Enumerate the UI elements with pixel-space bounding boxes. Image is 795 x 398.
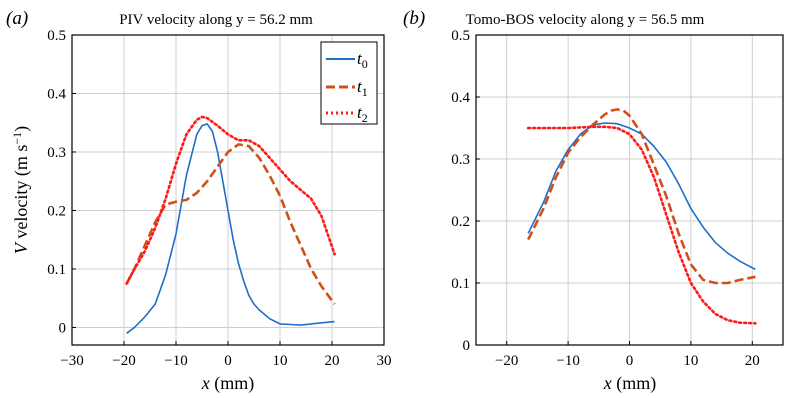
x-tick-label: −30 bbox=[60, 353, 83, 369]
panel-a-title: PIV velocity along y = 56.2 mm bbox=[119, 12, 313, 28]
x-tick-label: −20 bbox=[495, 353, 518, 369]
y-tick-label: 0.2 bbox=[47, 203, 66, 219]
x-tick-label: 0 bbox=[626, 353, 634, 369]
series-line-t0 bbox=[126, 123, 335, 334]
x-tick-label: 10 bbox=[683, 353, 698, 369]
series-line-t2 bbox=[125, 115, 336, 285]
y-tick-label: 0.1 bbox=[47, 262, 66, 278]
panel-a-ticks: −30 −20 −10 0 10 20 30 0 0.1 0.2 0.3 0.4 0.5 bbox=[47, 28, 391, 369]
y-tick-label: 0.3 bbox=[451, 152, 470, 168]
panel-b-series bbox=[526, 108, 757, 325]
panel-b-xlabel: x (mm) bbox=[603, 373, 657, 394]
series-line-t0 bbox=[527, 122, 756, 271]
series-line-t2 bbox=[526, 125, 757, 325]
legend-label-t2: t2 bbox=[357, 103, 368, 125]
y-tick-label: 0.4 bbox=[451, 90, 470, 106]
x-tick-label: 20 bbox=[745, 353, 760, 369]
y-tick-label: 0 bbox=[463, 338, 471, 354]
legend-label-t0: t0 bbox=[357, 49, 368, 71]
panel-b-label: (b) bbox=[403, 8, 425, 29]
x-tick-label: 10 bbox=[273, 353, 288, 369]
legend-box bbox=[320, 41, 378, 125]
panel-a: (a) PIV velocity along y = 56.2 mm −30 −2… bbox=[6, 8, 392, 394]
x-tick-label: 0 bbox=[224, 353, 232, 369]
panel-a-xlabel: x (mm) bbox=[201, 373, 255, 394]
series-line-t1 bbox=[125, 143, 336, 305]
y-tick-label: 0.2 bbox=[451, 214, 470, 230]
panel-b-grid bbox=[476, 34, 783, 346]
panel-b-title: Tomo-BOS velocity along y = 56.5 mm bbox=[466, 12, 705, 28]
x-tick-label: −10 bbox=[164, 353, 187, 369]
x-tick-label: 20 bbox=[325, 353, 340, 369]
y-tick-label: 0 bbox=[59, 320, 67, 336]
y-tick-label: 0.5 bbox=[47, 28, 66, 44]
x-tick-label: 30 bbox=[377, 353, 392, 369]
y-tick-label: 0.1 bbox=[451, 276, 470, 292]
legend: t0 t1 t2 bbox=[320, 41, 378, 125]
y-tick-label: 0.3 bbox=[47, 145, 66, 161]
x-tick-label: −20 bbox=[112, 353, 135, 369]
y-tick-label: 0.4 bbox=[47, 86, 66, 102]
panel-b: (b) Tomo-BOS velocity along y = 56.5 mm … bbox=[403, 8, 784, 394]
panel-a-ylabel: V velocity (m s−1) bbox=[10, 126, 32, 254]
legend-label-t1: t1 bbox=[357, 77, 368, 99]
panel-a-series bbox=[125, 115, 336, 334]
panel-a-label: (a) bbox=[6, 8, 28, 29]
y-tick-label: 0.5 bbox=[451, 28, 470, 44]
panel-b-ticks: −20 −10 0 10 20 0 0.1 0.2 0.3 0.4 0.5 bbox=[451, 28, 760, 369]
series-line-t1 bbox=[527, 108, 756, 285]
x-tick-label: −10 bbox=[556, 353, 579, 369]
